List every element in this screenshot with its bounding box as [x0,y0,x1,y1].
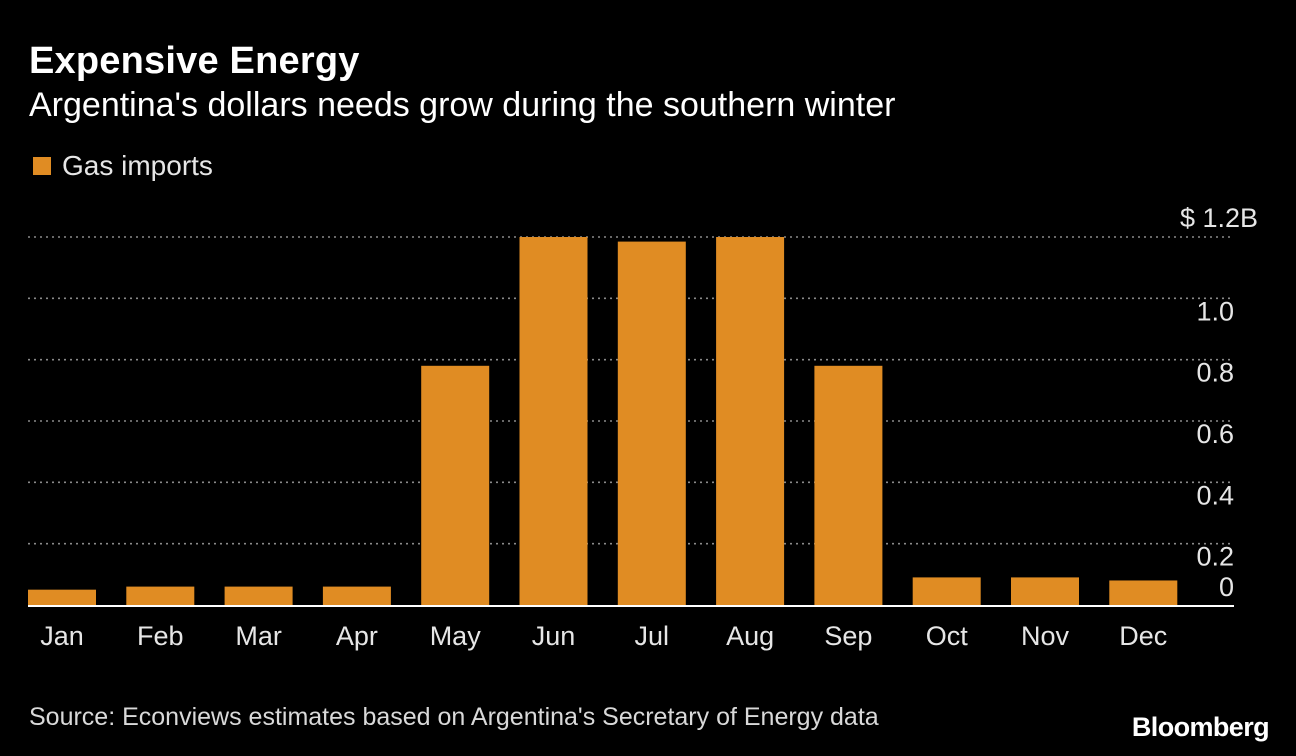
y-tick-label: 1.0 [1196,296,1234,326]
x-tick-label: Jun [532,621,576,651]
bar-jul [617,241,686,605]
bar-aug [716,237,785,605]
bar-mar [224,586,293,605]
chart-title: Expensive Energy [29,40,360,82]
y-tick-label: 0.8 [1196,358,1234,388]
x-tick-label: Oct [926,621,969,651]
y-tick-label: 0.4 [1196,480,1234,510]
x-tick-label: Nov [1021,621,1070,651]
bar-dec [1109,580,1178,605]
x-tick-label: Sep [824,621,872,651]
x-tick-label: Mar [235,621,282,651]
bar-jun [519,237,588,605]
source-note: Source: Econviews estimates based on Arg… [29,703,879,731]
y-tick-label: 0.6 [1196,419,1234,449]
y-tick-label: 0 [1219,572,1234,602]
bloomberg-logo: Bloomberg [1131,712,1270,742]
chart-subtitle: Argentina's dollars needs grow during th… [29,86,896,124]
legend-label: Gas imports [62,150,213,181]
y-tick-label: $ 1.2B [1180,203,1258,233]
bar-chart: Jan Feb Mar Apr May Jun Jul Aug Sep Oct Nov Dec 00.2… [28,203,1258,651]
legend-swatch [33,157,51,175]
bar-apr [322,586,391,605]
bar-may [421,365,490,605]
x-tick-label: Apr [336,621,378,651]
bar-nov [1011,577,1079,605]
y-tick-label: 0.2 [1196,542,1234,572]
x-tick-label: May [430,621,482,651]
bar-sep [814,365,883,605]
x-tick-label: Jul [635,621,670,651]
x-tick-label: Jan [40,621,84,651]
x-tick-label: Dec [1119,621,1167,651]
legend: Gas imports [33,150,213,182]
bar-oct [912,577,981,605]
x-tick-label: Aug [726,621,774,651]
bar-feb [126,586,195,605]
x-tick-label: Feb [137,621,184,651]
bar-jan [28,589,96,605]
